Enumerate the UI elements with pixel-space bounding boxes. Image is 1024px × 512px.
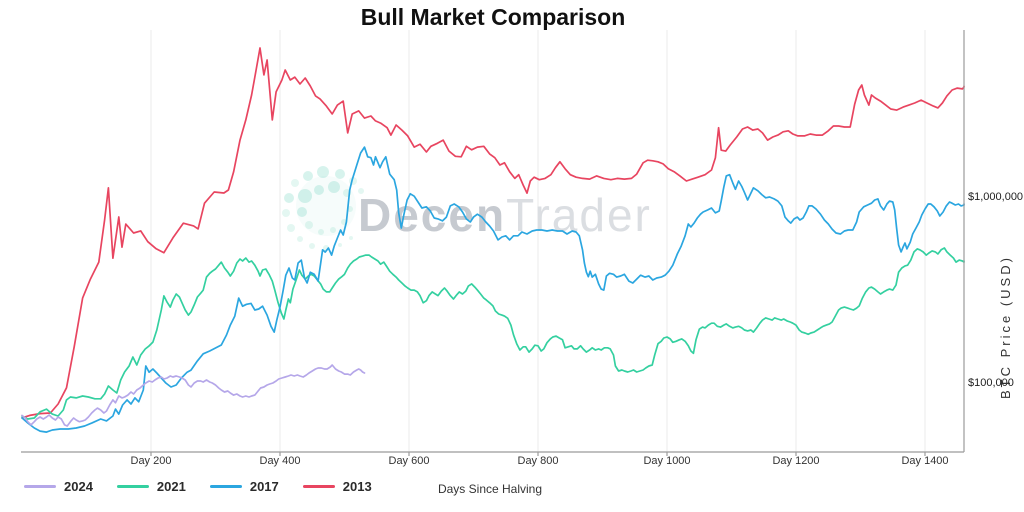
x-tick-label-day-1200: Day 1200 (772, 455, 820, 467)
legend-item-2017[interactable]: 2017 (209, 479, 279, 494)
logo-dot (309, 243, 315, 249)
legend: 2024 2021 2017 2013 (24, 479, 372, 494)
logo-dot (358, 188, 364, 194)
legend-swatch-2024 (24, 485, 56, 488)
legend-swatch-2017 (209, 485, 242, 488)
legend-label-2021: 2021 (156, 479, 186, 494)
legend-label-2013: 2013 (342, 479, 372, 494)
legend-label-2024: 2024 (64, 479, 93, 494)
legend-item-2024[interactable]: 2024 (24, 479, 93, 494)
logo-dot (287, 224, 295, 232)
series-line-2024 (21, 364, 366, 427)
logo-dot (314, 185, 324, 195)
legend-label-2017: 2017 (249, 479, 279, 494)
logo-dot (317, 166, 329, 178)
logo-dot (297, 236, 303, 242)
logo-dot (330, 227, 336, 233)
gridlines-layer (150, 30, 926, 452)
x-tick-label-day-200: Day 200 (130, 455, 172, 467)
x-tick-label-day-400: Day 400 (259, 455, 301, 467)
logo-dot (291, 179, 299, 187)
logo-dot (305, 221, 313, 229)
logo-dot (284, 193, 294, 203)
logo-dot (303, 171, 313, 181)
series-lines-layer (21, 47, 965, 433)
logo-dot (328, 181, 340, 193)
logo-dot (335, 169, 345, 179)
legend-item-2021[interactable]: 2021 (116, 479, 186, 494)
x-tick-label-day-1400: Day 1400 (901, 455, 949, 467)
x-tick-label-day-800: Day 800 (517, 455, 559, 467)
y-tick-label-100k: $100,000 (968, 377, 1014, 389)
axes-layer (21, 30, 965, 456)
y-axis-title: BTC Price (USD) (998, 255, 1013, 400)
logo-dot (318, 229, 324, 235)
chart-title: Bull Market Comparison (360, 4, 626, 30)
logo-dot (298, 189, 312, 203)
series-line-2013 (21, 47, 965, 419)
series-line-2017 (21, 146, 965, 433)
logo-dot (338, 243, 342, 247)
x-axis-title: Days Since Halving (437, 482, 543, 496)
legend-item-2013[interactable]: 2013 (302, 479, 372, 494)
legend-swatch-2013 (302, 485, 335, 488)
watermark-text: DecenTrader (358, 189, 652, 241)
logo-dot (297, 207, 307, 217)
y-tick-label-1m: $1,000,000 (968, 191, 1024, 203)
series-line-2021 (21, 247, 965, 420)
x-tick-label-day-1000: Day 1000 (643, 455, 691, 467)
x-tick-label-day-600: Day 600 (388, 455, 430, 467)
logo-dot (349, 236, 353, 240)
logo-blob (296, 176, 356, 236)
logo-dot (282, 209, 290, 217)
legend-swatch-2021 (116, 485, 149, 488)
